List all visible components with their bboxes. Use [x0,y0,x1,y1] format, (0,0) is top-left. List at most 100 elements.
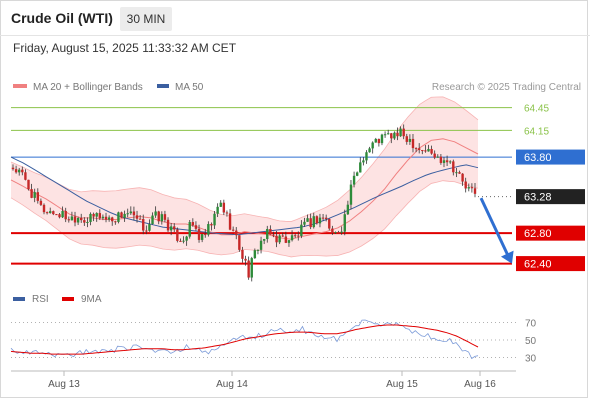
candle-body [386,133,390,135]
candle-body [309,218,312,228]
candle [467,183,470,192]
candle [383,131,387,138]
candle [21,166,24,176]
candle [145,225,148,235]
candle [219,200,222,207]
candle [355,171,359,177]
candle [24,169,27,181]
candle [272,231,275,238]
candle-body [259,240,263,250]
candle-body [253,250,257,259]
candle-body [154,211,157,216]
candle-body [300,224,303,237]
candle [126,208,129,218]
candle [207,221,210,237]
candle-body [445,160,449,163]
candle-body [200,234,204,240]
candle [129,206,133,215]
candle [216,203,219,218]
candle [374,137,377,143]
candle [18,167,21,176]
candle [179,238,182,242]
candle-body [458,172,461,174]
candle-body [430,148,433,154]
candle [200,234,204,243]
candle [132,206,136,221]
candle-body [349,184,353,205]
candle [390,132,393,144]
candle [204,228,207,238]
candle-body [303,221,306,225]
candle-body [83,220,86,223]
candle [157,210,160,225]
candle [95,212,98,222]
candle [386,129,390,135]
candle-body [126,213,129,215]
candle-body [182,240,185,242]
candle-body [362,160,365,163]
candle [222,199,226,216]
candle-body [27,179,30,190]
candle [297,231,300,241]
candle-body [73,216,77,223]
candle-body [405,136,408,142]
candle [244,255,247,266]
candle [247,256,250,280]
candle [405,133,408,145]
candle-body [80,217,83,221]
candle-body [111,217,114,222]
candle-body [281,235,284,237]
candle [368,146,371,153]
candle [253,248,257,259]
candle-body [275,235,278,243]
rsi-legend: RSI 9MA [13,294,102,305]
rsi-legend-label: RSI [32,294,49,305]
level-label-63-80: 63.80 [524,152,552,164]
candle [160,211,164,225]
candle-body [210,224,213,226]
candle-body [101,216,105,219]
candle-body [399,128,402,137]
candle [104,212,108,223]
candle-body [194,225,198,229]
candle-body [352,175,356,185]
candle-body [76,217,80,223]
candle-body [55,214,58,216]
candle-body [166,219,170,231]
candle-body [33,192,36,198]
candle [411,134,415,153]
candle-body [467,187,470,189]
candle-body [185,236,188,241]
candle [352,171,356,188]
candle [300,220,303,239]
candle [228,209,232,231]
candle [287,240,291,247]
candle [315,215,319,225]
timeframe-button[interactable]: 30 MIN [120,7,172,31]
candle-body [191,222,195,226]
candle-body [61,211,64,218]
candle-body [129,211,133,214]
candle-body [163,214,167,220]
candle [73,211,77,227]
candle [470,183,474,193]
candle [359,157,362,173]
candle-body [371,142,374,149]
candle [169,223,173,236]
candle-body [197,228,201,240]
bollinger-legend-label: MA 20 + Bollinger Bands [33,82,143,93]
candle [120,211,123,219]
candle-body [312,216,315,228]
candle [262,238,266,245]
candle [111,216,114,226]
candle-body [464,181,467,189]
candle [114,220,117,225]
candle [107,215,111,222]
candle-body [414,148,418,150]
candle-body [424,150,427,152]
candle [349,180,353,210]
candle-body [334,232,337,234]
candle-body [231,229,235,231]
candle-body [216,206,219,214]
